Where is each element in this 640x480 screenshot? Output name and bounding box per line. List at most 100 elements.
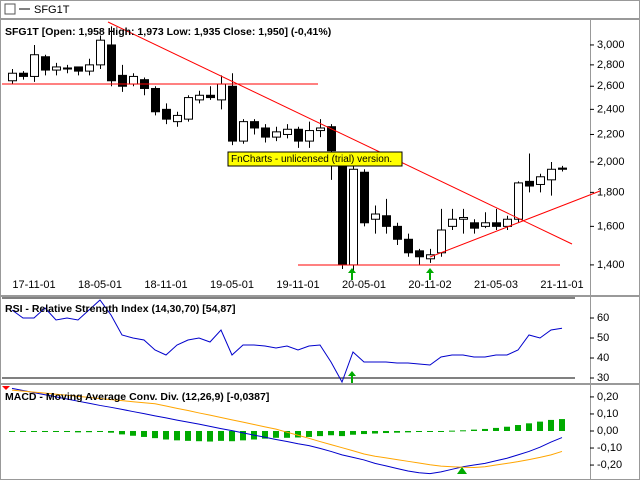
x-tick-label: 18-05-01 <box>78 279 122 291</box>
histogram-bar <box>284 430 290 438</box>
macd-line <box>11 389 563 468</box>
macd-line <box>11 387 563 475</box>
candle-body <box>173 114 182 123</box>
histogram-bar <box>526 423 532 431</box>
legend-bar <box>0 0 640 19</box>
signal-arrows <box>348 268 467 474</box>
candle-body <box>52 66 61 71</box>
y-tick-label: -0,10 <box>597 442 622 454</box>
candle-body <box>272 131 281 138</box>
histogram-bar <box>515 425 521 431</box>
candle-body <box>118 74 127 87</box>
histogram-bar <box>31 430 37 432</box>
histogram-bar <box>537 421 543 431</box>
candle-body <box>459 216 468 220</box>
histogram-bar <box>119 430 125 435</box>
candle-body <box>294 128 303 142</box>
x-tick-label: 18-11-01 <box>144 279 187 291</box>
y-tick-label: 40 <box>597 352 609 364</box>
candle-body <box>41 56 50 71</box>
y-tick-label: 2,200 <box>597 128 625 140</box>
legend-label: SFG1T <box>34 4 70 16</box>
histogram-bar <box>64 430 70 433</box>
y-tick-label: 2,600 <box>597 80 625 92</box>
histogram-bar <box>306 430 312 437</box>
candle-body <box>184 97 193 120</box>
candle-body <box>162 108 171 120</box>
buy-arrow <box>348 268 356 280</box>
histogram-bar <box>262 430 268 439</box>
candle-body <box>239 121 248 142</box>
buy-arrow <box>457 467 467 474</box>
candle-body <box>228 85 237 142</box>
candle-body <box>250 121 259 129</box>
y-tick-label: 0,00 <box>597 425 618 437</box>
candle-body <box>547 168 556 181</box>
histogram-bar <box>75 430 81 433</box>
y-tick-label: -0,20 <box>597 459 622 471</box>
candle-body <box>8 72 17 82</box>
candle-body <box>536 176 545 185</box>
candle-body <box>206 94 215 99</box>
candle-body <box>558 167 567 170</box>
y-tick-label: 1,800 <box>597 186 625 198</box>
histogram-bar <box>416 430 422 433</box>
histogram-bar <box>86 430 92 433</box>
y-tick-label: 1,600 <box>597 220 625 232</box>
watermark: FnCharts - unlicensed (trial) version. <box>231 154 392 165</box>
buy-arrow <box>348 371 356 383</box>
y-tick-label: 2,800 <box>597 59 625 71</box>
histogram-bar <box>394 430 400 433</box>
candle-body <box>360 171 369 224</box>
sell-marker <box>2 386 10 390</box>
legend-checkbox[interactable] <box>4 3 16 15</box>
histogram-bar <box>405 430 411 433</box>
histogram-bar <box>427 430 433 432</box>
candle-body <box>19 72 28 77</box>
histogram-bar <box>361 430 367 435</box>
histogram-bar <box>383 430 389 434</box>
panel-title: SFG1T [Open: 1,958 High: 1,973 Low: 1,93… <box>5 26 331 38</box>
trend-line <box>429 190 601 258</box>
x-tick-label: 19-05-01 <box>210 279 254 291</box>
candle-body <box>338 161 347 266</box>
histogram-bar <box>196 430 202 442</box>
histogram-bar <box>438 430 444 432</box>
candle-body <box>217 83 226 101</box>
candle-body <box>283 128 292 135</box>
candle-body <box>415 250 424 258</box>
x-tick-label: 17-11-01 <box>12 279 55 291</box>
histogram-bar <box>449 430 455 432</box>
histogram-bar <box>372 430 378 434</box>
candle-body <box>30 54 39 77</box>
watermark-box <box>227 151 403 167</box>
candle-body <box>151 87 160 113</box>
candle-body <box>63 67 72 70</box>
y-tick-label: 0,20 <box>597 391 618 403</box>
y-tick-label: 3,000 <box>597 39 625 51</box>
panel-title: MACD - Moving Average Conv. Div. (12,26,… <box>5 391 269 403</box>
candle-body <box>85 64 94 72</box>
histogram-bar <box>20 430 26 432</box>
y-tick-label: 50 <box>597 332 609 344</box>
histogram-bar <box>53 430 59 432</box>
candle-body <box>437 229 446 254</box>
candle-body <box>107 44 116 82</box>
candle-body <box>525 180 534 187</box>
y-tick-label: 1,400 <box>597 259 625 271</box>
candle-body <box>382 215 391 227</box>
x-tick-label: 21-11-01 <box>540 279 583 291</box>
buy-arrow <box>426 268 434 280</box>
candle-body <box>514 182 523 220</box>
candle-body <box>470 222 479 229</box>
histogram-bar <box>317 430 323 437</box>
histogram-bar <box>339 430 345 437</box>
histogram-bar <box>9 430 15 432</box>
candle-body <box>74 66 83 72</box>
histogram-bar <box>152 430 158 439</box>
histogram-bar <box>218 430 224 441</box>
histogram-bar <box>328 430 334 436</box>
histogram-bar <box>185 430 191 441</box>
